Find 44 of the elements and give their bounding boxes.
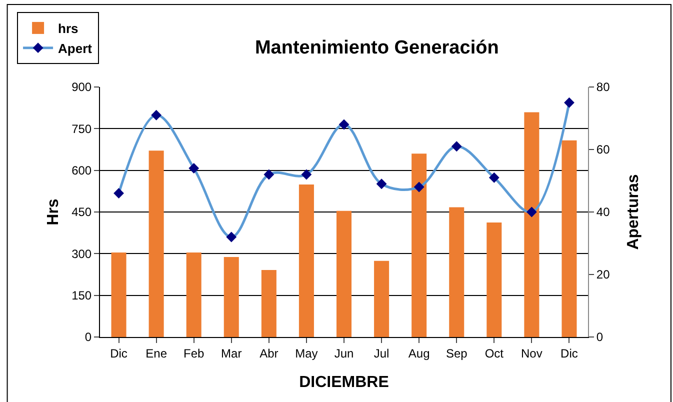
- x-tick-label: Dic: [110, 346, 128, 360]
- x-axis-title: DICIEMBRE: [299, 374, 390, 392]
- y-tick-label: 750: [72, 122, 92, 136]
- y2-axis-title: Aperturas: [625, 174, 642, 250]
- bar: [412, 154, 427, 337]
- y-tick-label: 900: [72, 80, 92, 94]
- y2-tick-label: 0: [596, 330, 604, 344]
- y-axis-title: Hrs: [45, 198, 62, 226]
- x-tick-label: Abr: [260, 346, 278, 360]
- x-tick-label: Oct: [484, 346, 504, 360]
- y-tick-label: 150: [72, 288, 92, 303]
- bar: [524, 112, 540, 337]
- y-tick-label: 600: [72, 164, 92, 178]
- x-tick-label: Jun: [334, 346, 354, 360]
- y2-tick-label: 60: [596, 142, 610, 157]
- bar: [562, 140, 577, 337]
- bar: [374, 260, 390, 337]
- y-tick-label: 300: [72, 246, 92, 261]
- bar: [486, 222, 502, 337]
- y2-tick-label: 80: [596, 80, 610, 94]
- x-tick-label: Jul: [374, 346, 390, 360]
- bar: [111, 252, 126, 337]
- x-tick-label: Ene: [146, 346, 168, 360]
- y-tick-label: 450: [72, 205, 92, 220]
- bar: [148, 150, 164, 337]
- x-tick-label: Nov: [521, 346, 542, 360]
- y2-tick-label: 40: [596, 205, 610, 220]
- x-tick-label: Aug: [408, 346, 430, 360]
- x-tick-label: Sep: [446, 346, 468, 360]
- x-tick-label: Mar: [221, 346, 242, 360]
- bar: [261, 270, 276, 337]
- x-tick-label: May: [295, 346, 318, 360]
- legend-label: Apert: [58, 40, 93, 56]
- bar: [336, 210, 352, 337]
- legend-label: hrs: [58, 21, 78, 36]
- x-tick-label: Feb: [184, 346, 205, 360]
- x-tick-label: Dic: [560, 346, 578, 360]
- chart-title: Mantenimiento Generación: [254, 38, 499, 58]
- bar: [186, 252, 202, 337]
- bar: [224, 257, 239, 337]
- bar: [449, 207, 464, 337]
- y2-tick-label: 20: [596, 268, 610, 282]
- y-tick-label: 0: [84, 330, 92, 344]
- bar: [298, 184, 314, 337]
